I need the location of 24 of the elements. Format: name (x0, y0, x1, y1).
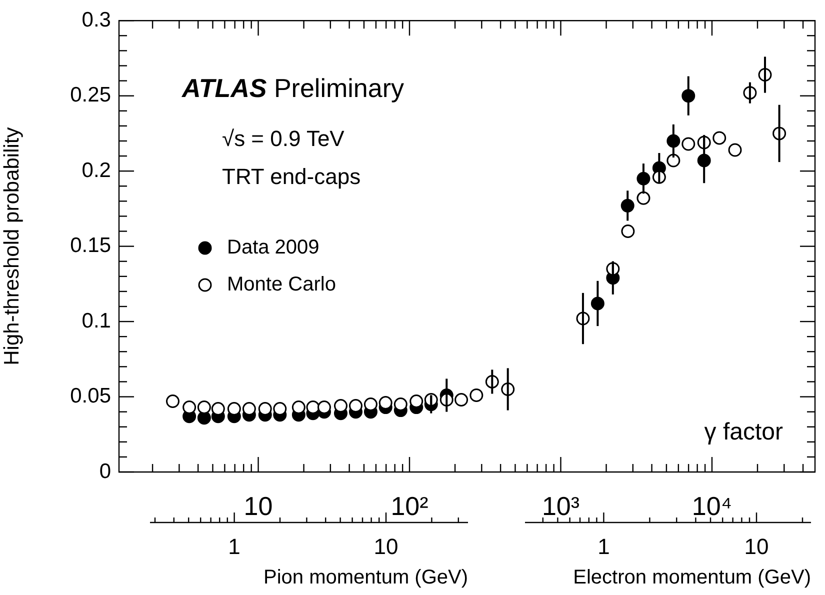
y-tick-label: 0.15 (70, 234, 111, 258)
annotation: ATLAS Preliminary (181, 73, 404, 104)
x-tick-label: 10⁴ (692, 490, 732, 521)
legend-label: Data 2009 (227, 236, 320, 259)
y-axis-title: High-threshold probability (0, 126, 24, 366)
text: Electron momentum (GeV) (573, 566, 811, 589)
y-tick-label: 0.3 (82, 8, 111, 32)
y-tick-label: 0.05 (70, 384, 111, 408)
text: 10 (374, 534, 398, 560)
y-tick-label: 0 (99, 460, 111, 483)
y-tick-label: 0.25 (70, 84, 111, 107)
y-tick-label: 0.1 (82, 309, 111, 332)
y-tick-label: 0.2 (82, 158, 111, 182)
annotation: TRT end-caps (222, 164, 361, 190)
legend-label: Monte Carlo (227, 274, 336, 296)
x-tick-label: 10 (244, 490, 273, 521)
text: Pion momentum (GeV) (263, 566, 468, 589)
annotation: √s = 0.9 TeV (222, 126, 345, 152)
x-tick-label: 10² (390, 490, 429, 521)
text: 10 (744, 534, 769, 560)
x-axis-title: γ factor (704, 418, 783, 446)
text: 1 (598, 534, 610, 560)
x-tick-label: 10³ (542, 490, 580, 521)
text: 1 (228, 534, 240, 560)
